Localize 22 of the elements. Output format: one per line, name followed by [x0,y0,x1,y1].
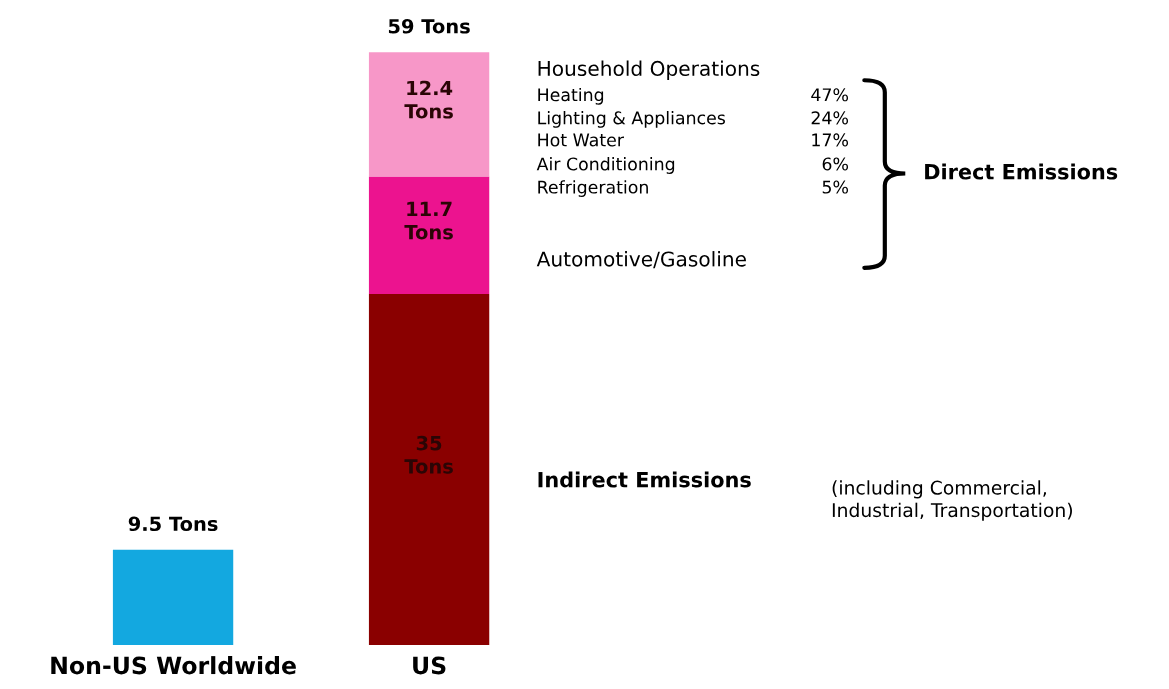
text: (including Commercial, Industrial, Transportation) [832,480,1072,521]
annotation: Indirect Emissions [538,471,751,488]
annotation: Lighting & Appliances [538,110,725,128]
annotation: Heating [538,87,604,105]
annotation: Hot Water [538,133,624,147]
x-tick-label: US [413,656,446,675]
data-label: 12.4 Tons [404,80,453,119]
annotation: Refrigeration [538,180,648,197]
text: Direct Emissions [925,163,1118,180]
data-label: 11.7 Tons [404,201,453,240]
annotation: Air Conditioning [536,157,675,174]
total-label: 59 Tons [388,18,470,34]
annotation: Household Operations [538,60,760,80]
total-label: 9.5 Tons [128,516,218,532]
x-tick-label: Non-US Worldwide [51,656,296,675]
text: 47% [811,88,849,102]
annotation: Automotive/Gasoline [536,251,746,269]
text: 6% [822,157,849,171]
text: 5% [822,180,849,194]
data-label: 35 Tons [404,435,453,474]
text: 24% [811,111,849,125]
text: 17% [812,133,849,147]
